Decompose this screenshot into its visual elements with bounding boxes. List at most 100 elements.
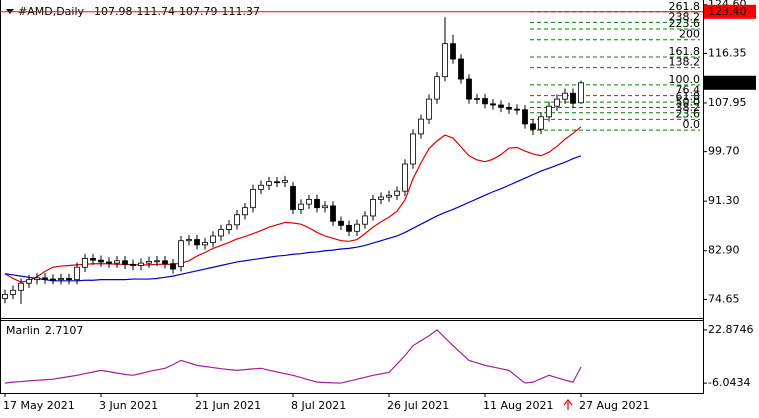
candle [282, 175, 288, 188]
candle [458, 54, 464, 84]
candle-body [450, 43, 456, 60]
candle [98, 255, 104, 267]
x-tick-label: 11 Aug 2021 [483, 399, 553, 412]
candle-body [314, 199, 320, 209]
candle-body [562, 92, 568, 100]
candle [218, 224, 224, 241]
candle [554, 94, 560, 111]
x-tick-label: 26 Jul 2021 [387, 399, 449, 412]
candle [290, 181, 296, 215]
candle [434, 71, 440, 104]
candle-body [322, 205, 328, 209]
candle-body [234, 214, 240, 226]
candle [322, 201, 328, 213]
x-tick-label: 8 Jul 2021 [291, 399, 346, 412]
candle-body [338, 220, 344, 226]
candle-body [138, 262, 144, 266]
candle-body [426, 98, 432, 120]
candle [466, 74, 472, 104]
indicator-value: 2.7107 [45, 324, 84, 337]
candle-body [290, 186, 296, 210]
candle-body [130, 263, 136, 266]
candle-body [154, 260, 160, 263]
candle [162, 256, 168, 269]
candle [538, 112, 544, 134]
y-tick-label: 82.90 [708, 244, 740, 257]
candle [50, 274, 56, 285]
candle [442, 17, 448, 82]
candle-body [330, 205, 336, 222]
candle [10, 285, 16, 300]
candle-body [490, 103, 496, 106]
candle-body [42, 277, 48, 280]
candle [226, 220, 232, 235]
candle [426, 94, 432, 124]
candle-body [538, 116, 544, 130]
candle-body [82, 258, 88, 268]
candle-body [578, 82, 584, 104]
x-tick-label: 27 Aug 2021 [579, 399, 649, 412]
candle [2, 289, 8, 304]
candle [138, 258, 144, 271]
fib-label: 161.8 [669, 45, 701, 58]
candle [490, 99, 496, 110]
candle [202, 237, 208, 250]
candle [562, 88, 568, 104]
candle-body [554, 98, 560, 107]
candle [506, 102, 512, 114]
candle-body [34, 277, 40, 281]
candle [298, 199, 304, 215]
candle [386, 190, 392, 202]
candle [186, 234, 192, 246]
signal-arrow [563, 399, 573, 410]
level-box [704, 4, 756, 19]
candle-body [274, 181, 280, 184]
candle-body [26, 279, 32, 284]
candle [338, 216, 344, 231]
candle [114, 256, 120, 268]
candle [378, 192, 384, 205]
candle [402, 159, 408, 196]
candle [34, 273, 40, 285]
candle-body [194, 239, 200, 246]
candle-body [250, 188, 256, 209]
candle-body [522, 109, 528, 125]
candle [370, 194, 376, 221]
y-tick-label: 99.70 [708, 145, 740, 158]
candle [450, 34, 456, 64]
candle-body [170, 263, 176, 270]
candle [90, 253, 96, 265]
candle-body [458, 58, 464, 80]
candle [250, 184, 256, 213]
candle-body [402, 163, 408, 192]
candle [74, 262, 80, 285]
candle [578, 80, 584, 104]
candle [154, 256, 160, 267]
candle-body [530, 123, 536, 130]
candle-body [306, 199, 312, 205]
candle [258, 180, 264, 195]
candle [482, 93, 488, 109]
candle-body [482, 98, 488, 105]
candle-body [146, 260, 152, 264]
candle-body [418, 118, 424, 135]
candle [474, 93, 480, 104]
candle [58, 273, 64, 285]
candle-body [378, 196, 384, 200]
candle-body [10, 289, 16, 295]
fib-label: 76.4 [676, 84, 701, 97]
indicator-label: Marlin 2.7107 [6, 324, 83, 337]
candle [330, 201, 336, 226]
candle [570, 88, 576, 108]
fib-label: 223.6 [669, 17, 701, 30]
candle [146, 256, 152, 268]
candle [498, 100, 504, 113]
candle [546, 101, 552, 122]
candle [418, 114, 424, 139]
candle-body [354, 223, 360, 232]
y-tick-label: 91.30 [708, 194, 740, 207]
candle [82, 253, 88, 272]
candle [234, 210, 240, 230]
